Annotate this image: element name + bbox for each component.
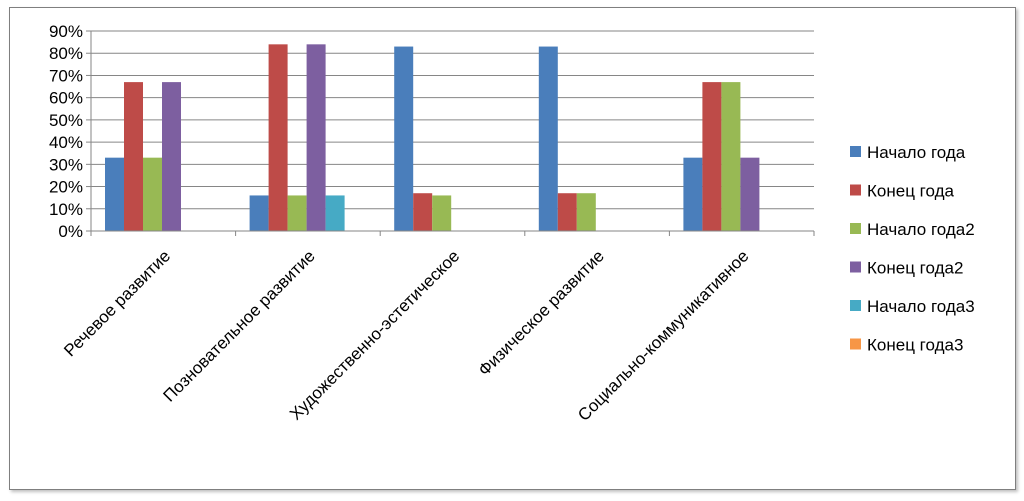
- y-tick-label: 10%: [49, 200, 83, 219]
- category-label: Речевое развитие: [60, 246, 174, 360]
- legend-swatch: [850, 146, 861, 157]
- y-tick-label: 90%: [49, 22, 83, 41]
- bar-2-1: [124, 82, 143, 231]
- bar-3-4: [576, 193, 596, 231]
- category-label: Художественно-эстетическое: [286, 246, 463, 423]
- bar-5-2: [325, 195, 345, 231]
- legend-swatch: [850, 184, 861, 196]
- bar-1-1: [105, 157, 124, 231]
- y-tick-label: 40%: [49, 133, 83, 152]
- bar-4-1: [162, 82, 181, 231]
- legend-label: Конец года2: [867, 259, 963, 278]
- bar-4-2: [306, 44, 326, 232]
- legend-label: Начало года2: [867, 220, 975, 239]
- bar-2-2: [268, 44, 288, 232]
- y-tick-label: 50%: [49, 111, 83, 130]
- legend-label: Конец года: [867, 182, 954, 201]
- bar-3-1: [143, 157, 162, 231]
- bars: [105, 44, 760, 232]
- legend: Начало года Конец года Начало года2 Конец г…: [850, 143, 975, 355]
- bar-1-5: [683, 157, 703, 231]
- bar-2-3: [413, 193, 433, 231]
- legend-swatch: [850, 223, 861, 234]
- y-tick-label: 80%: [49, 44, 83, 63]
- bar-4-5: [740, 157, 760, 231]
- bar-3-2: [287, 195, 307, 231]
- legend-label: Конец года3: [867, 336, 963, 355]
- legend-swatch: [850, 300, 861, 311]
- legend-swatch: [850, 338, 861, 350]
- bar-3-5: [721, 82, 741, 231]
- category-label: Физическое развитие: [475, 246, 608, 379]
- bar-2-4: [557, 193, 577, 231]
- legend-label: Начало года3: [867, 297, 975, 316]
- bar-3-3: [432, 195, 452, 231]
- y-axis-ticks: 0% 10% 20% 30% 40% 50% 60% 70% 80% 90%: [49, 22, 91, 241]
- y-tick-label: 70%: [49, 66, 83, 85]
- bar-1-4: [538, 46, 558, 231]
- y-tick-label: 60%: [49, 89, 83, 108]
- axes: [90, 31, 815, 236]
- category-label: Социально-коммуникативное: [574, 246, 752, 424]
- legend-swatch: [850, 261, 861, 273]
- y-tick-label: 0%: [58, 222, 83, 241]
- bar-1-2: [249, 195, 269, 231]
- bar-2-5: [702, 82, 722, 231]
- y-tick-label: 30%: [49, 155, 83, 174]
- category-label: Позновательное развитие: [160, 246, 319, 405]
- legend-label: Начало года: [867, 143, 966, 162]
- y-tick-label: 20%: [49, 178, 83, 197]
- bar-1-3: [394, 46, 414, 231]
